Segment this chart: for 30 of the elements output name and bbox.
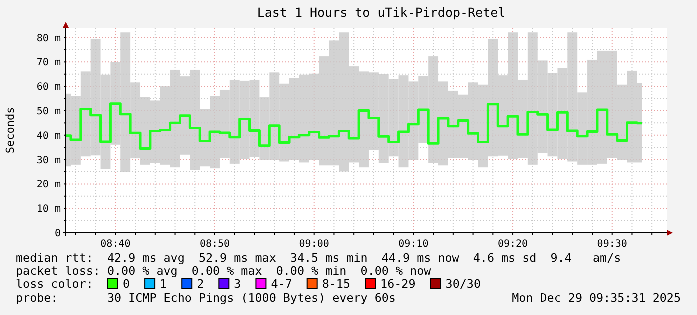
x-tick-label: 09:00 [299, 239, 330, 250]
text: 2 [197, 277, 204, 291]
x-tick-label: 08:40 [100, 239, 131, 250]
text: 3 [234, 277, 242, 291]
text: 8-15 [322, 277, 351, 291]
x-tick-label: 09:30 [597, 239, 628, 250]
text: probe: 30 ICMP Echo Pings (1000 Bytes) every 60s [16, 291, 396, 305]
y-tick-label: 30 m [36, 155, 61, 166]
y-tick-label: 40 m [36, 130, 61, 142]
text: median rtt: 42.9 ms avg 52.9 ms max 34.5 ms min 44.9 ms now 4.6 ms sd 9.4 am/s [16, 251, 622, 265]
text: 16-29 [380, 277, 416, 291]
y-tick-label: 60 m [36, 82, 61, 94]
y-tick-label: 10 m [36, 204, 61, 216]
chart-title: Last 1 Hours to uTik-Pirdop-Retel [257, 5, 506, 20]
text: 1 [160, 277, 168, 291]
y-tick-label: 80 m [36, 33, 61, 44]
y-tick-label: 20 m [36, 180, 61, 191]
y-axis-title: Seconds [4, 107, 17, 154]
text: 30/30 [446, 277, 481, 291]
x-tick-label: 08:50 [200, 239, 230, 250]
text: packet loss: 0.00 % avg 0.00 % max 0.00 % min 0.00 % now [16, 264, 432, 278]
text: loss color: [16, 277, 94, 291]
y-tick-label: 0 [54, 228, 61, 240]
text: 4-7 [271, 277, 292, 291]
y-tick-label: 70 m [36, 58, 61, 69]
x-tick-label: 09:10 [398, 239, 429, 250]
x-tick-label: 09:20 [498, 239, 528, 250]
text: 0 [123, 277, 130, 291]
text: Mon Dec 29 09:35:31 2025 [512, 291, 681, 305]
y-tick-label: 50 m [36, 106, 61, 118]
